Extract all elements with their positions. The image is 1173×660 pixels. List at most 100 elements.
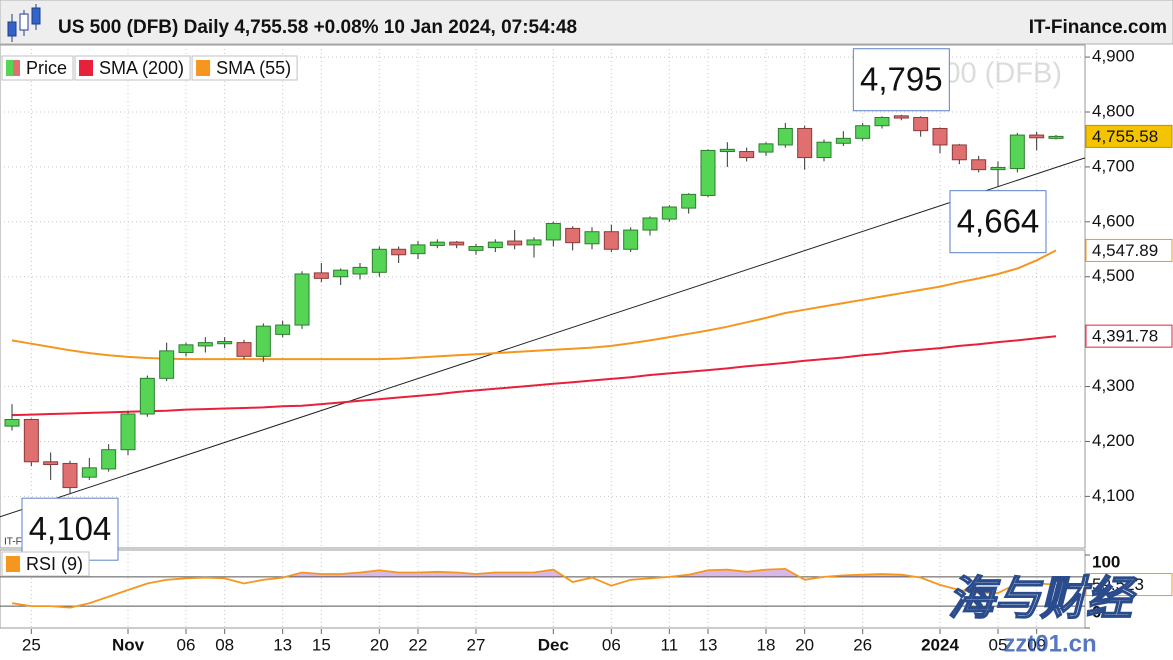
candle-body xyxy=(275,324,291,335)
candle-body xyxy=(739,151,755,159)
candle-body xyxy=(661,206,677,220)
candle-body xyxy=(23,419,39,463)
candle-body xyxy=(797,127,813,159)
y-tick-label: 4,600 xyxy=(1092,211,1135,230)
value-box xyxy=(1085,124,1173,148)
annotation-label: 4,664 xyxy=(957,202,1040,239)
x-tick-label: 13 xyxy=(273,635,292,654)
legend-label: SMA (200) xyxy=(99,58,184,78)
legend-swatch xyxy=(6,60,13,76)
candle-body xyxy=(429,241,445,246)
annotation-box xyxy=(949,190,1047,254)
candle-body xyxy=(1009,134,1025,170)
x-tick-label: Dec xyxy=(538,635,569,654)
x-tick-label: 18 xyxy=(757,635,776,654)
rsi-y-tick-label: 100 xyxy=(1092,552,1120,571)
candle-body xyxy=(719,148,735,153)
candle-body xyxy=(758,143,774,153)
y-tick-label: 4,500 xyxy=(1092,266,1135,285)
candle-body xyxy=(101,449,117,470)
x-tick-label: 06 xyxy=(602,635,621,654)
candle-body xyxy=(255,325,271,357)
candle-body xyxy=(681,193,697,209)
value-box-label: 59.523 xyxy=(1092,575,1144,594)
annotation-box xyxy=(852,48,950,112)
candle-body xyxy=(410,244,426,255)
candle-body xyxy=(236,342,252,357)
value-box xyxy=(1085,238,1173,262)
candle-body xyxy=(1048,135,1064,139)
candle-body xyxy=(139,377,155,415)
header-icon xyxy=(7,4,41,42)
candle-body xyxy=(874,116,890,127)
annotation-label: 4,104 xyxy=(29,510,112,547)
value-box-label: 4,755.58 xyxy=(1092,127,1158,146)
candle-body xyxy=(932,127,948,146)
candle-body xyxy=(371,248,387,273)
x-tick-label: 08 xyxy=(215,635,234,654)
candle-body xyxy=(43,461,59,466)
y-tick-label: 4,700 xyxy=(1092,156,1135,175)
candle-body xyxy=(545,222,561,241)
candle-body xyxy=(62,462,78,489)
candle-body xyxy=(913,116,929,132)
candle-body xyxy=(816,141,832,159)
x-tick-label: 27 xyxy=(467,635,486,654)
value-box-label: 4,547.89 xyxy=(1092,241,1158,260)
legend-swatch xyxy=(13,60,20,76)
legend-item: SMA (55) xyxy=(191,55,298,81)
y-tick-label: 4,300 xyxy=(1092,376,1135,395)
x-tick-label: 20 xyxy=(795,635,814,654)
candle-body xyxy=(352,266,368,275)
x-tick-label: 15 xyxy=(312,635,331,654)
rsi-pane xyxy=(0,549,1086,629)
candle-body xyxy=(159,350,175,379)
y-tick-label: 4,100 xyxy=(1092,486,1135,505)
legend-item: RSI (9) xyxy=(1,551,90,577)
legend-label: RSI (9) xyxy=(26,554,83,574)
x-tick-label: 11 xyxy=(661,635,679,654)
candle-body xyxy=(623,229,639,250)
x-tick-label: 05 xyxy=(989,635,1008,654)
candle-body xyxy=(642,217,658,231)
candle-body xyxy=(777,127,793,146)
x-tick-label: 2024 xyxy=(921,635,959,654)
y-tick-label: 4,900 xyxy=(1092,47,1135,66)
legend-swatch xyxy=(79,60,94,76)
legend-swatch xyxy=(6,556,20,572)
candle-body xyxy=(81,467,97,478)
candle-body xyxy=(526,239,542,246)
candle-body xyxy=(391,248,407,256)
y-tick-label: 4,200 xyxy=(1092,431,1135,450)
legend-item: SMA (200) xyxy=(74,55,191,81)
header-bar xyxy=(0,0,1173,45)
sma-line xyxy=(11,249,1057,361)
candle-body xyxy=(487,241,503,249)
overlay-watermark: 海与财经 xyxy=(948,572,1137,624)
legend-label: Price xyxy=(26,58,67,78)
rsi-y-tick-label: 0 xyxy=(1092,602,1101,621)
price-pane xyxy=(0,44,1086,549)
candle-body xyxy=(120,413,136,451)
candle-body xyxy=(449,241,465,246)
candle-body xyxy=(1029,134,1045,139)
candle-body xyxy=(313,272,329,279)
legend-item: Price xyxy=(1,55,74,81)
candle-body xyxy=(835,137,851,144)
candle-body xyxy=(468,246,484,251)
legend-box xyxy=(74,55,191,81)
x-tick-label: Nov xyxy=(112,635,145,654)
candle-body xyxy=(951,144,967,161)
candle-body xyxy=(4,419,20,427)
rsi-line xyxy=(11,567,1057,609)
site-name: IT-Finance.com xyxy=(1029,17,1167,38)
candle-body xyxy=(217,341,233,345)
x-tick-label: 25 xyxy=(22,635,41,654)
x-tick-label: 26 xyxy=(853,635,872,654)
value-box xyxy=(1085,573,1173,597)
candle-body xyxy=(178,344,194,354)
candle-body xyxy=(565,227,581,244)
legend-label: SMA (55) xyxy=(216,58,291,78)
overlay-watermark-url: zzt01.cn xyxy=(1003,630,1096,657)
